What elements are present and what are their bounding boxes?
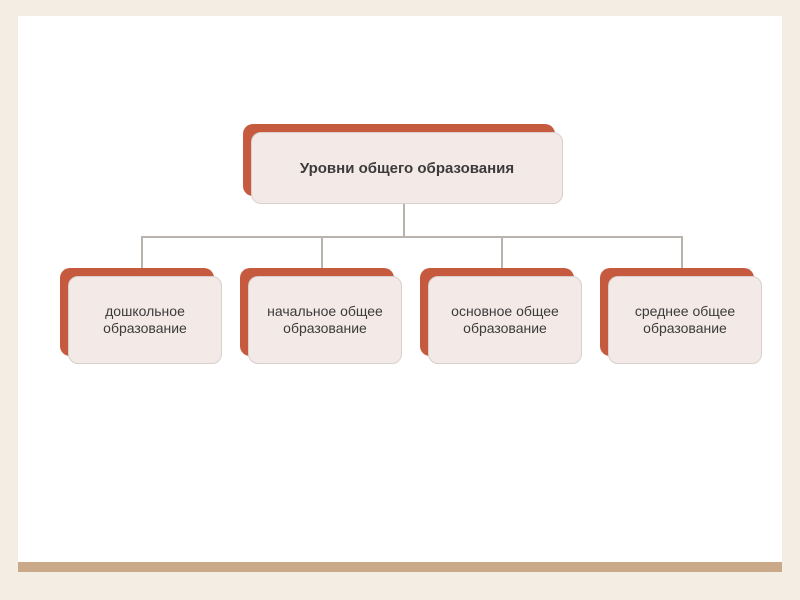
child-node-front: начальное общее образование bbox=[248, 276, 402, 364]
child-node-0: дошкольное образование bbox=[60, 268, 222, 364]
child-node-front: среднее общее образование bbox=[608, 276, 762, 364]
child-label: основное общее образование bbox=[439, 303, 571, 338]
root-node: Уровни общего образования bbox=[243, 124, 563, 204]
child-node-3: среднее общее образование bbox=[600, 268, 762, 364]
child-label: начальное общее образование bbox=[259, 303, 391, 338]
connector-child-3 bbox=[681, 236, 683, 268]
connector-child-1 bbox=[321, 236, 323, 268]
diagram-canvas: Уровни общего образования дошкольное обр… bbox=[18, 16, 782, 572]
root-label: Уровни общего образования bbox=[300, 160, 514, 177]
connector-child-2 bbox=[501, 236, 503, 268]
connector-root-drop bbox=[403, 204, 405, 236]
child-label: среднее общее образование bbox=[619, 303, 751, 338]
child-label: дошкольное образование bbox=[79, 303, 211, 338]
footer-bar bbox=[18, 562, 782, 572]
child-node-front: основное общее образование bbox=[428, 276, 582, 364]
child-node-front: дошкольное образование bbox=[68, 276, 222, 364]
child-node-2: основное общее образование bbox=[420, 268, 582, 364]
child-node-1: начальное общее образование bbox=[240, 268, 402, 364]
connector-hbar bbox=[141, 236, 681, 238]
root-node-front: Уровни общего образования bbox=[251, 132, 563, 204]
connector-child-0 bbox=[141, 236, 143, 268]
